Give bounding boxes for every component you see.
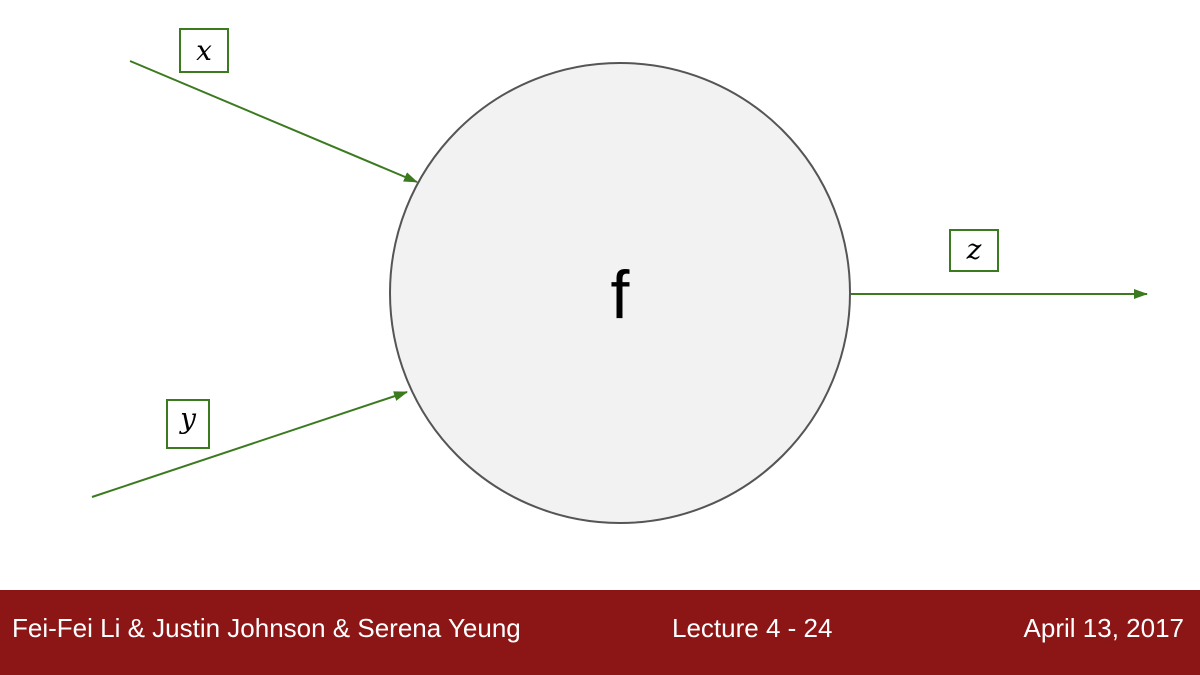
- footer-date: April 13, 2017: [1023, 613, 1184, 643]
- function-node: [389, 62, 851, 524]
- input-label-y-text: y: [178, 402, 197, 435]
- input-label-x: x: [179, 28, 229, 73]
- output-label-z: z: [949, 229, 999, 272]
- footer-lecture-number: Lecture 4 - 24: [672, 613, 833, 643]
- output-label-z-text: z: [966, 233, 982, 266]
- input-edge-y: [91, 391, 408, 498]
- slide-footer: Fei-Fei Li & Justin Johnson & Serena Yeu…: [0, 590, 1200, 675]
- footer-authors: Fei-Fei Li & Justin Johnson & Serena Yeu…: [12, 613, 521, 643]
- input-edge-x: [129, 60, 418, 183]
- input-label-x-text: x: [196, 34, 212, 67]
- computational-graph-diagram: f x y z: [91, 28, 1148, 524]
- function-node-label: f: [611, 257, 630, 333]
- input-label-y: y: [166, 399, 210, 449]
